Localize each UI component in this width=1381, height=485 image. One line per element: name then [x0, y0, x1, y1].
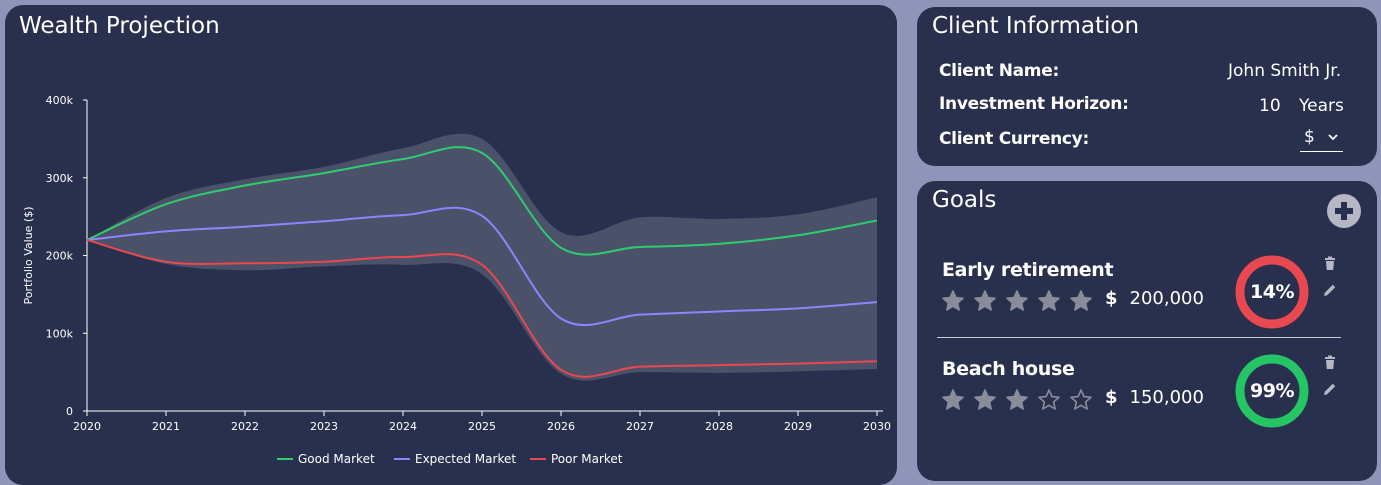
trash-icon: [1325, 355, 1335, 369]
projection-range-band: [87, 133, 877, 381]
series-line-poor-market: [86, 238, 878, 378]
goal-divider: [937, 337, 1341, 338]
wealth-projection-panel: Wealth Projection 0 100k 200k 300k 400k 2020 2…: [5, 5, 897, 485]
client-information-panel: Client Information Client Name: John Smi…: [917, 7, 1377, 166]
investment-horizon-unit: Years: [1299, 96, 1344, 116]
x-tick-label: 2025: [468, 420, 496, 433]
star-filled-icon[interactable]: [941, 289, 965, 313]
delete-goal-button[interactable]: [1322, 355, 1338, 371]
goal-title: Early retirement: [942, 259, 1114, 281]
x-tick-label: 2028: [705, 420, 733, 433]
investment-horizon-value[interactable]: 10: [1259, 96, 1281, 116]
delete-goal-button[interactable]: [1322, 256, 1338, 272]
x-tick-label: 2026: [547, 420, 575, 433]
x-tick-label: 2029: [784, 420, 812, 433]
goal-currency: $: [1105, 288, 1118, 309]
edit-goal-button[interactable]: [1322, 282, 1338, 298]
pencil-icon: [1324, 383, 1336, 395]
edit-goal-button[interactable]: [1322, 381, 1338, 397]
legend-label: Good Market: [298, 452, 375, 466]
y-tick-label: 200k: [46, 250, 74, 263]
currency-select[interactable]: $: [1300, 127, 1343, 152]
goal-probability: 99%: [1250, 380, 1294, 402]
goal-priority-stars[interactable]: [941, 289, 1101, 313]
goal-probability: 14%: [1250, 281, 1294, 303]
star-outline-icon[interactable]: [1037, 388, 1061, 412]
wealth-projection-chart: 0 100k 200k 300k 400k 2020 2021 2022 2023 2024 202…: [22, 94, 891, 466]
x-tick-label: 2027: [626, 420, 654, 433]
x-tick-label: 2022: [231, 420, 259, 433]
goals-panel: Goals Early retirement $200,000 14% Beach h…: [917, 181, 1377, 481]
goal-amount: $200,000: [1105, 288, 1204, 309]
goal-probability-ring: 14%: [1234, 254, 1310, 330]
x-tick-label: 2021: [152, 420, 180, 433]
star-filled-icon[interactable]: [1005, 289, 1029, 313]
plus-circle-icon: [1335, 202, 1353, 220]
pencil-icon: [1324, 284, 1336, 296]
star-filled-icon[interactable]: [973, 388, 997, 412]
goal-amount-value: 150,000: [1129, 387, 1204, 408]
investment-horizon-label: Investment Horizon:: [939, 94, 1129, 114]
chevron-down-icon: [1328, 134, 1338, 141]
client-currency-label: Client Currency:: [939, 129, 1089, 149]
star-filled-icon[interactable]: [941, 388, 965, 412]
trash-icon: [1325, 256, 1335, 270]
goal-amount: $150,000: [1105, 387, 1204, 408]
currency-select-value: $: [1304, 127, 1315, 147]
wealth-projection-title: Wealth Projection: [19, 13, 220, 39]
x-tick-label: 2030: [863, 420, 891, 433]
series-line-good-market: [86, 146, 878, 256]
goals-title: Goals: [932, 187, 997, 213]
y-axis-label: Portfolio Value ($): [22, 206, 35, 304]
legend-label: Expected Market: [415, 452, 516, 466]
star-outline-icon[interactable]: [1069, 388, 1093, 412]
goal-probability-ring: 99%: [1234, 353, 1310, 429]
series-line-expected-market: [86, 206, 878, 327]
y-tick-label: 400k: [46, 94, 74, 107]
star-filled-icon[interactable]: [1005, 388, 1029, 412]
star-filled-icon[interactable]: [973, 289, 997, 313]
x-tick-label: 2020: [73, 420, 101, 433]
star-filled-icon[interactable]: [1069, 289, 1093, 313]
add-goal-button[interactable]: [1327, 194, 1361, 228]
x-tick-label: 2024: [389, 420, 417, 433]
client-information-title: Client Information: [932, 13, 1140, 39]
y-tick-label: 300k: [46, 172, 74, 185]
goal-currency: $: [1105, 387, 1118, 408]
legend-label: Poor Market: [551, 452, 623, 466]
goal-priority-stars[interactable]: [941, 388, 1101, 412]
client-name-label: Client Name:: [939, 61, 1059, 81]
star-filled-icon[interactable]: [1037, 289, 1061, 313]
goal-title: Beach house: [942, 358, 1075, 380]
client-name-value[interactable]: John Smith Jr.: [1228, 61, 1342, 81]
x-tick-label: 2023: [310, 420, 338, 433]
y-tick-label: 0: [66, 405, 73, 418]
goal-amount-value: 200,000: [1129, 288, 1204, 309]
y-tick-label: 100k: [46, 327, 74, 340]
